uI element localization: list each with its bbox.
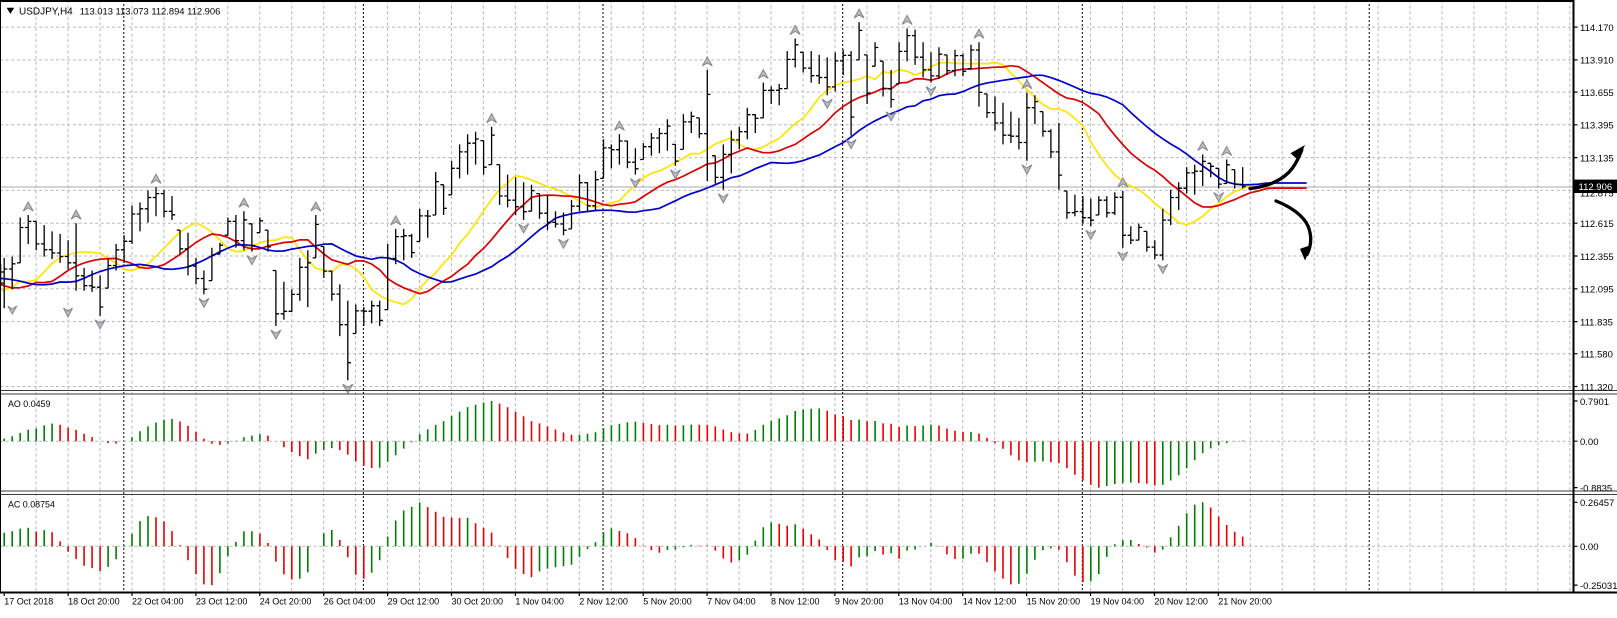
- svg-text:5 Nov 20:00: 5 Nov 20:00: [643, 597, 692, 607]
- svg-text:111.580: 111.580: [1580, 350, 1613, 361]
- svg-text:AO 0.0459: AO 0.0459: [8, 399, 50, 409]
- svg-text:112.355: 112.355: [1580, 252, 1614, 263]
- svg-text:23 Oct 12:00: 23 Oct 12:00: [196, 597, 248, 607]
- svg-text:17 Oct 2018: 17 Oct 2018: [4, 597, 53, 607]
- svg-text:29 Oct 12:00: 29 Oct 12:00: [388, 597, 440, 607]
- svg-text:15 Nov 20:00: 15 Nov 20:00: [1027, 597, 1081, 607]
- svg-text:113.135: 113.135: [1580, 153, 1614, 164]
- svg-text:24 Oct 20:00: 24 Oct 20:00: [260, 597, 312, 607]
- svg-text:0.00: 0.00: [1580, 437, 1599, 448]
- svg-text:113.910: 113.910: [1580, 56, 1614, 67]
- svg-text:AC 0.08754: AC 0.08754: [8, 500, 55, 510]
- svg-text:0.26457: 0.26457: [1580, 498, 1614, 509]
- svg-text:112.906: 112.906: [1579, 182, 1613, 193]
- svg-text:-0.25031: -0.25031: [1580, 581, 1617, 592]
- svg-text:30 Oct 20:00: 30 Oct 20:00: [452, 597, 504, 607]
- svg-text:26 Oct 04:00: 26 Oct 04:00: [324, 597, 376, 607]
- svg-text:112.615: 112.615: [1580, 219, 1614, 230]
- svg-text:0.7901: 0.7901: [1580, 397, 1609, 408]
- svg-text:9 Nov 20:00: 9 Nov 20:00: [835, 597, 884, 607]
- svg-text:8 Nov 12:00: 8 Nov 12:00: [771, 597, 820, 607]
- svg-text:2 Nov 12:00: 2 Nov 12:00: [579, 597, 628, 607]
- svg-text:14 Nov 12:00: 14 Nov 12:00: [963, 597, 1017, 607]
- svg-text:19 Nov 04:00: 19 Nov 04:00: [1091, 597, 1145, 607]
- svg-text:112.095: 112.095: [1580, 285, 1614, 296]
- svg-text:7 Nov 04:00: 7 Nov 04:00: [707, 597, 756, 607]
- svg-text:1 Nov 04:00: 1 Nov 04:00: [515, 597, 564, 607]
- svg-text:111.320: 111.320: [1580, 382, 1613, 393]
- svg-text:113.655: 113.655: [1580, 88, 1614, 99]
- svg-text:-0.8835: -0.8835: [1580, 483, 1612, 494]
- svg-text:13 Nov 04:00: 13 Nov 04:00: [899, 597, 953, 607]
- svg-text:113.395: 113.395: [1580, 121, 1614, 132]
- svg-text:18 Oct 20:00: 18 Oct 20:00: [68, 597, 120, 607]
- svg-text:22 Oct 04:00: 22 Oct 04:00: [132, 597, 184, 607]
- svg-text:0.00: 0.00: [1580, 542, 1599, 553]
- svg-text:111.835: 111.835: [1580, 317, 1613, 328]
- svg-text:21 Nov 20:00: 21 Nov 20:00: [1218, 597, 1272, 607]
- svg-text:114.170: 114.170: [1580, 23, 1614, 34]
- svg-text:20 Nov 12:00: 20 Nov 12:00: [1154, 597, 1208, 607]
